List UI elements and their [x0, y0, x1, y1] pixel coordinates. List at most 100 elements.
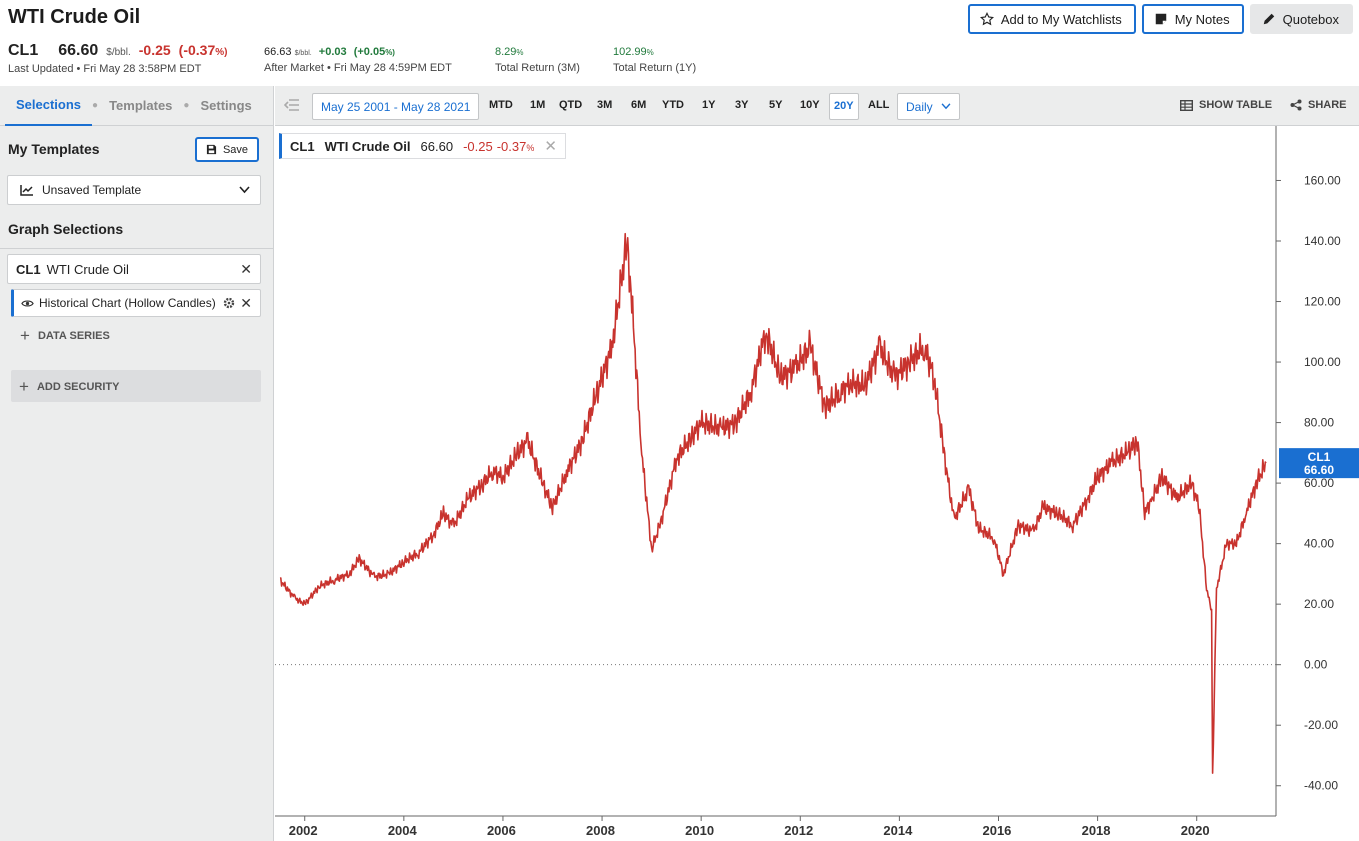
plus-icon: + [19, 377, 29, 396]
legend-pct-sign: % [526, 142, 535, 153]
collapse-panel-icon[interactable] [284, 98, 300, 112]
tab-templates[interactable]: Templates [109, 98, 173, 113]
page-title: WTI Crude Oil [8, 6, 141, 28]
after-price: 66.63 [264, 46, 292, 58]
frequency-select[interactable]: Daily [897, 93, 960, 120]
x-tick-label: 2020 [1181, 823, 1210, 838]
series-line-cl1 [279, 232, 1267, 774]
series-item[interactable]: Historical Chart (Hollow Candles) ✕ [11, 289, 261, 317]
watchlist-label: Add to My Watchlists [1000, 11, 1122, 27]
share-icon [1290, 99, 1302, 111]
x-tick-label: 2010 [685, 823, 714, 838]
graph-selections-heading: Graph Selections [8, 221, 124, 237]
quotebox-button[interactable]: Quotebox [1249, 4, 1353, 34]
gear-icon[interactable] [223, 297, 235, 309]
return-3m-value: 8.29 [495, 46, 517, 58]
total-return-3m: 8.29% Total Return (3M) [495, 46, 580, 74]
price-chart[interactable]: 160.00 140.00 120.00 100.00 80.00 60.00 40.00 2… [275, 126, 1359, 841]
after-change: +0.03 [318, 46, 347, 58]
timeframe-10y[interactable]: 10Y [800, 99, 820, 111]
eye-icon[interactable] [21, 299, 34, 308]
y-tick-label: 40.00 [1304, 537, 1334, 551]
tab-settings[interactable]: Settings [200, 98, 252, 113]
timeframe-1m[interactable]: 1M [530, 99, 546, 111]
legend-change-pct: -0.37 [496, 138, 527, 154]
chart-legend: CL1 WTI Crude Oil 66.60 -0.25 -0.37% ✕ [279, 133, 566, 159]
y-tick-label: 0.00 [1304, 658, 1328, 672]
template-select[interactable]: Unsaved Template [7, 175, 261, 205]
my-notes-button[interactable]: My Notes [1141, 4, 1244, 34]
timeframe-3m[interactable]: 3M [597, 99, 613, 111]
star-icon [979, 12, 994, 26]
return-1y-label: Total Return (1Y) [613, 62, 697, 74]
note-icon [1155, 13, 1166, 25]
sidebar-tabs: Selections ● Templates ● Settings [0, 86, 273, 126]
quote-unit: $/bbl. [106, 47, 131, 58]
timeframe-ytd[interactable]: YTD [662, 99, 684, 111]
add-to-watchlist-button[interactable]: Add to My Watchlists [967, 4, 1136, 34]
my-templates-heading: My Templates [8, 141, 100, 157]
timeframe-3y[interactable]: 3Y [735, 99, 749, 111]
y-tick-label: 60.00 [1304, 476, 1334, 490]
timeframe-all[interactable]: ALL [868, 99, 890, 111]
timeframe-mtd[interactable]: MTD [489, 99, 513, 111]
last-value-symbol: CL1 [1308, 450, 1331, 464]
return-3m-pct: % [516, 48, 524, 57]
security-item[interactable]: CL1 WTI Crude Oil ✕ [7, 254, 261, 284]
date-range-picker[interactable]: May 25 2001 - May 28 2021 [312, 93, 480, 120]
chart-toolbar: May 25 2001 - May 28 2021 MTD 1M QTD 3M … [275, 86, 1359, 126]
legend-price: 66.60 [420, 138, 454, 154]
after-change-pct: (+0.05 [353, 46, 386, 58]
sidebar: Selections ● Templates ● Settings My Tem… [0, 86, 274, 841]
show-table-label: SHOW TABLE [1199, 99, 1273, 111]
after-unit: $/bbl. [294, 50, 312, 57]
x-tick-label: 2016 [982, 823, 1011, 838]
floppy-icon [206, 144, 217, 155]
legend-change: -0.25 [463, 138, 493, 154]
table-icon [1180, 99, 1193, 111]
share-button[interactable]: SHARE [1290, 99, 1347, 111]
last-updated: Last Updated • Fri May 28 3:58PM EDT [8, 63, 202, 75]
remove-security-icon[interactable]: ✕ [240, 260, 252, 277]
timeframe-1y[interactable]: 1Y [702, 99, 716, 111]
y-tick-label: 120.00 [1304, 295, 1341, 309]
total-return-1y: 102.99% Total Return (1Y) [613, 46, 696, 74]
series-name: Historical Chart (Hollow Candles) [39, 296, 216, 310]
after-pct-sign: %) [385, 48, 395, 57]
quote-price: 66.60 [58, 42, 99, 59]
timeframe-6m[interactable]: 6M [631, 99, 647, 111]
show-table-button[interactable]: SHOW TABLE [1180, 99, 1272, 111]
quote-change: -0.25 [138, 42, 171, 58]
security-symbol: CL1 [16, 261, 41, 277]
add-data-series-button[interactable]: + DATA SERIES [20, 326, 110, 346]
tab-selections[interactable]: Selections [5, 86, 93, 126]
legend-close-icon[interactable]: ✕ [544, 138, 557, 155]
quote-change-pct: (-0.37 [178, 42, 216, 58]
x-tick-label: 2004 [388, 823, 418, 838]
save-label: Save [222, 143, 249, 156]
last-value-badge [1279, 448, 1359, 479]
chart-area[interactable]: 160.00 140.00 120.00 100.00 80.00 60.00 40.00 2… [275, 126, 1359, 841]
timeframe-20y[interactable]: 20Y [829, 93, 859, 120]
pencil-icon [1263, 13, 1274, 25]
notes-label: My Notes [1174, 11, 1230, 27]
return-3m-label: Total Return (3M) [495, 62, 580, 74]
y-tick-label: 20.00 [1304, 597, 1334, 611]
after-market-quote: 66.63 $/bbl. +0.03 (+0.05%) After Market… [264, 46, 452, 74]
x-tick-label: 2014 [883, 823, 913, 838]
save-template-button[interactable]: Save [195, 137, 259, 162]
timeframe-qtd[interactable]: QTD [559, 99, 583, 111]
data-series-label: DATA SERIES [37, 330, 110, 342]
timeframe-5y[interactable]: 5Y [769, 99, 783, 111]
x-tick-label: 2018 [1082, 823, 1111, 838]
x-tick-label: 2006 [487, 823, 516, 838]
return-1y-value: 102.99 [613, 46, 647, 58]
x-tick-label: 2008 [586, 823, 615, 838]
add-security-button[interactable]: + ADD SECURITY [11, 370, 261, 402]
y-tick-label: -40.00 [1304, 779, 1338, 793]
remove-series-icon[interactable]: ✕ [240, 294, 252, 311]
frequency-value: Daily [906, 99, 933, 114]
y-tick-label: 80.00 [1304, 416, 1334, 430]
legend-name: WTI Crude Oil [324, 138, 411, 154]
quote-symbol: CL1 [8, 42, 39, 59]
